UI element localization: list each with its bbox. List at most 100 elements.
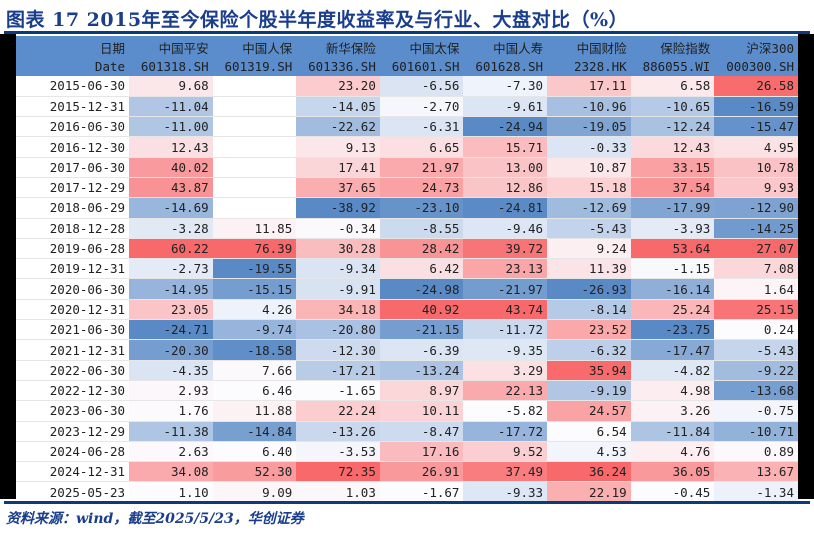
value-cell: 76.39 bbox=[212, 238, 297, 260]
value-cell: -19.55 bbox=[212, 258, 297, 280]
value-cell: -21.15 bbox=[379, 319, 464, 341]
value-cell: 4.95 bbox=[714, 136, 798, 158]
date-cell: 2021-12-31 bbox=[16, 339, 130, 361]
table-row: 2015-06-30 9.68 23.20 -6.56 -7.30 17.11 6.58 26… bbox=[16, 76, 798, 97]
value-cell: 23.52 bbox=[547, 319, 631, 341]
value-cell: 37.65 bbox=[296, 177, 380, 199]
value-cell: 36.24 bbox=[547, 461, 631, 483]
value-cell: 35.94 bbox=[547, 360, 631, 381]
value-cell: 34.18 bbox=[296, 299, 380, 321]
value-cell: -13.26 bbox=[296, 421, 380, 442]
value-cell: 3.29 bbox=[463, 360, 548, 381]
header-picc-cn: 中国人保 bbox=[212, 36, 297, 57]
header-piccpc-cn: 中国财险 bbox=[547, 36, 631, 57]
value-cell: 25.15 bbox=[714, 299, 798, 321]
table-row: 2018-06-29 -14.69 -38.92 -23.10 -24.81 -12.69… bbox=[16, 197, 798, 219]
header-row-code: Date 601318.SH 601319.SH 601336.SH 60160… bbox=[16, 57, 798, 76]
value-cell: -9.91 bbox=[296, 278, 380, 300]
value-cell: 2.63 bbox=[129, 441, 213, 463]
header-date-en: Date bbox=[16, 57, 130, 76]
table-row: 2019-06-28 60.22 76.39 30.28 28.42 39.72 9.24 5… bbox=[16, 238, 798, 260]
header-date-cn: 日期 bbox=[16, 36, 130, 57]
value-cell: -9.33 bbox=[463, 481, 548, 503]
value-cell: -1.34 bbox=[714, 481, 798, 503]
value-cell: 0.24 bbox=[714, 319, 798, 341]
date-cell: 2017-06-30 bbox=[16, 157, 130, 178]
value-cell: 2.93 bbox=[129, 380, 213, 402]
table-row: 2016-06-30 -11.00 -22.62 -6.31 -24.94 -19.05-… bbox=[16, 116, 798, 138]
value-cell: 10.78 bbox=[714, 157, 798, 178]
value-cell: -10.96 bbox=[547, 96, 631, 118]
value-cell: 26.58 bbox=[714, 76, 798, 97]
value-cell: 23.13 bbox=[463, 258, 548, 280]
value-cell: -18.58 bbox=[212, 339, 297, 361]
header-csi300-code: 000300.SH bbox=[714, 57, 798, 76]
value-cell: 40.92 bbox=[379, 299, 464, 321]
header-cpic-code: 601601.SH bbox=[379, 57, 464, 76]
value-cell: -1.65 bbox=[296, 380, 380, 402]
date-cell: 2016-12-30 bbox=[16, 136, 130, 158]
value-cell bbox=[212, 197, 297, 219]
date-cell: 2016-06-30 bbox=[16, 116, 130, 138]
date-cell: 2019-12-31 bbox=[16, 258, 130, 280]
header-chinalife-cn: 中国人寿 bbox=[463, 36, 548, 57]
table-row: 2025-05-23 1.10 9.09 1.03 -1.67 -9.33 22.19 -0.… bbox=[16, 481, 798, 503]
value-cell: 53.64 bbox=[630, 238, 715, 260]
value-cell: 22.24 bbox=[296, 400, 380, 422]
date-cell: 2015-12-31 bbox=[16, 96, 130, 118]
value-cell: 6.65 bbox=[379, 136, 464, 158]
value-cell: -11.04 bbox=[129, 96, 213, 118]
date-cell: 2017-12-29 bbox=[16, 177, 130, 199]
value-cell: -26.93 bbox=[547, 278, 631, 300]
value-cell: 4.76 bbox=[630, 441, 715, 463]
header-pingan-code: 601318.SH bbox=[129, 57, 213, 76]
value-cell: -14.69 bbox=[129, 197, 213, 219]
header-insurance-index-cn: 保险指数 bbox=[630, 36, 715, 57]
value-cell: 30.28 bbox=[296, 238, 380, 260]
value-cell: -1.67 bbox=[379, 481, 464, 503]
value-cell: -6.56 bbox=[379, 76, 464, 97]
header-csi300-cn: 沪深300 bbox=[714, 36, 798, 57]
value-cell: -12.30 bbox=[296, 339, 380, 361]
value-cell: 9.68 bbox=[129, 76, 213, 97]
header-piccpc-code: 2328.HK bbox=[547, 57, 631, 76]
value-cell: -4.82 bbox=[630, 360, 715, 381]
value-cell: 13.67 bbox=[714, 461, 798, 483]
value-cell: -6.32 bbox=[547, 339, 631, 361]
value-cell: 23.05 bbox=[129, 299, 213, 321]
date-cell: 2018-12-28 bbox=[16, 218, 130, 239]
header-insurance-index-code: 886055.WI bbox=[630, 57, 715, 76]
value-cell: 17.11 bbox=[547, 76, 631, 97]
value-cell: -17.47 bbox=[630, 339, 715, 361]
value-cell: -14.25 bbox=[714, 218, 798, 239]
value-cell: 9.52 bbox=[463, 441, 548, 463]
table-row: 2018-12-28 -3.28 11.85 -0.34 -8.55 -9.46 -5.43… bbox=[16, 218, 798, 239]
value-cell bbox=[212, 136, 297, 158]
value-cell bbox=[212, 116, 297, 138]
value-cell: 15.71 bbox=[463, 136, 548, 158]
value-cell: 9.09 bbox=[212, 481, 297, 503]
value-cell: -15.47 bbox=[714, 116, 798, 138]
value-cell: -10.65 bbox=[630, 96, 715, 118]
left-margin bbox=[0, 34, 16, 499]
value-cell: -23.75 bbox=[630, 319, 715, 341]
table-row: 2017-06-30 40.02 17.41 21.97 13.00 10.87 33.15… bbox=[16, 157, 798, 178]
value-cell: 33.15 bbox=[630, 157, 715, 178]
value-cell: 1.64 bbox=[714, 278, 798, 300]
value-cell: -11.84 bbox=[630, 421, 715, 442]
value-cell: -3.93 bbox=[630, 218, 715, 239]
value-cell: 13.00 bbox=[463, 157, 548, 178]
value-cell: -2.73 bbox=[129, 258, 213, 280]
returns-table-container: 日期 中国平安 中国人保 新华保险 中国太保 中国人寿 中国财险 保险指数 沪深… bbox=[16, 36, 798, 503]
date-cell: 2023-12-29 bbox=[16, 421, 130, 442]
value-cell: -12.24 bbox=[630, 116, 715, 138]
value-cell: 10.87 bbox=[547, 157, 631, 178]
value-cell: -8.14 bbox=[547, 299, 631, 321]
value-cell: 23.20 bbox=[296, 76, 380, 97]
value-cell: -17.99 bbox=[630, 197, 715, 219]
value-cell: 25.24 bbox=[630, 299, 715, 321]
value-cell: 9.24 bbox=[547, 238, 631, 260]
table-body: 2015-06-30 9.68 23.20 -6.56 -7.30 17.11 6.58 26… bbox=[16, 76, 798, 503]
value-cell: 1.76 bbox=[129, 400, 213, 422]
value-cell: 6.58 bbox=[630, 76, 715, 97]
